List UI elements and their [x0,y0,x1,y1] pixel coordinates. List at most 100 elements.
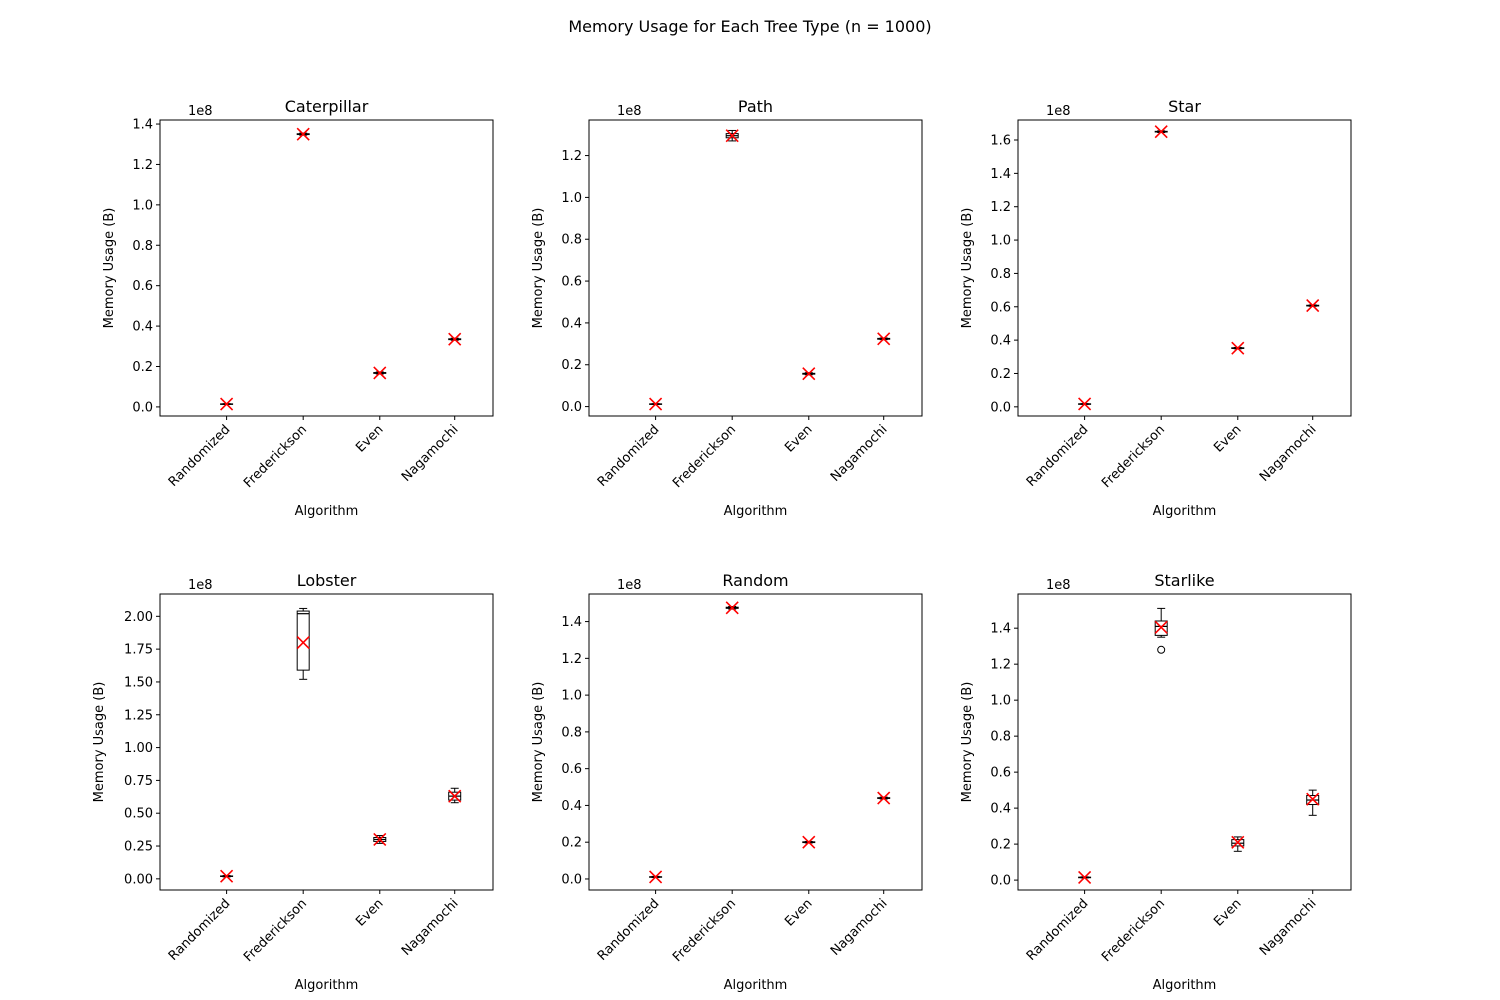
box-randomized [220,397,234,411]
box-randomized [1078,870,1092,884]
y-tick-label: 1.4 [561,615,582,630]
y-tick-label: 1.2 [990,200,1011,215]
y-axis-label: Memory Usage (B) [102,208,117,329]
y-tick-label: 0.0 [990,874,1011,889]
subplot-random: Random 1e8 0.0 0.2 0.4 0.6 0.8 1.0 1.2 1.4 Memory … [531,571,923,993]
offset-label: 1e8 [188,104,213,119]
mean-marker [1154,620,1168,634]
mean-marker [877,791,891,805]
box-nagamochi [1306,789,1320,816]
y-tick-label: 1.0 [990,234,1011,249]
subplot-starlike: Starlike 1e8 0.0 0.2 0.4 0.6 0.8 1.0 1.2 1.4 Memor… [960,571,1352,993]
x-tick-label: Nagamochi [1257,422,1320,485]
y-tick-label: 1.4 [990,167,1011,182]
subplot-title: Star [1168,97,1201,116]
x-tick-label: Frederickson [1099,422,1168,491]
mean-marker [1306,299,1320,313]
y-tick-label: 1.50 [124,675,153,690]
y-tick-label: 1.4 [132,118,153,133]
x-tick-label: Randomized [1024,896,1092,964]
y-tick-label: 0.0 [132,400,153,415]
y-tick-label: 0.4 [132,320,153,335]
y-axis-label: Memory Usage (B) [92,682,107,803]
x-axis-label: Algorithm [295,504,359,519]
x-tick-label: Even [1211,896,1244,929]
box-nagamochi [1306,299,1320,313]
y-tick-label: 0.0 [990,400,1011,415]
y-tick-label: 0.4 [990,334,1011,349]
y-tick-label: 1.2 [132,158,153,173]
y-tick-label: 0.6 [990,766,1011,781]
box-even [802,367,816,381]
mean-marker [802,367,816,381]
x-tick-label: Nagamochi [399,896,462,959]
y-tick-label: 1.00 [124,741,153,756]
y-tick-label: 1.75 [124,643,153,658]
mean-marker [1231,341,1245,355]
y-tick-label: 0.2 [561,836,582,851]
x-tick-label: Even [782,422,815,455]
y-tick-label: 2.00 [124,610,153,625]
subplot-title: Path [738,97,773,116]
y-tick-label: 1.2 [561,652,582,667]
subplot-title: Caterpillar [285,97,369,116]
y-axis-label: Memory Usage (B) [531,682,546,803]
y-tick-label: 0.8 [990,267,1011,282]
box-frederickson [1154,607,1168,654]
axes-frame [588,119,923,417]
offset-label: 1e8 [617,578,642,593]
mean-marker [296,636,310,650]
x-tick-label: Even [782,896,815,929]
y-tick-label: 0.6 [990,300,1011,315]
y-tick-label: 0.6 [132,279,153,294]
axes-frame [1017,593,1352,891]
y-tick-label: 0.8 [132,239,153,254]
axes-frame [588,593,923,891]
y-axis-label: Memory Usage (B) [531,208,546,329]
mean-marker [725,601,739,615]
mean-marker [649,870,663,884]
mean-marker [448,332,462,346]
box-nagamochi [877,332,891,346]
x-tick-label: Frederickson [670,422,739,491]
subplot-lobster: Lobster 1e8 0.00 0.25 0.50 0.75 1.00 1.25 1.50 1.… [92,571,494,993]
mean-marker [1078,870,1092,884]
x-tick-label: Nagamochi [828,422,891,485]
box-randomized [1078,397,1092,411]
y-tick-label: 0.2 [561,358,582,373]
subplot-title: Starlike [1154,571,1214,590]
y-tick-label: 1.0 [990,694,1011,709]
x-axis-label: Algorithm [724,504,788,519]
mean-marker [649,397,663,411]
subplot-title: Lobster [297,571,357,590]
box-even [1231,835,1245,852]
y-tick-label: 1.25 [124,708,153,723]
box-body [1154,620,1168,636]
mean-marker [220,869,234,883]
box-frederickson [296,607,310,680]
x-tick-label: Nagamochi [828,896,891,959]
subplot-caterpillar: Caterpillar 1e8 0.0 0.2 0.4 0.6 0.8 1.0 1.2 1.4 Me… [102,97,494,519]
y-tick-label: 0.50 [124,807,153,822]
subplot-path: Path 1e8 0.0 0.2 0.4 0.6 0.8 1.0 1.2 Memory Usage… [531,97,923,519]
x-tick-label: Even [353,896,386,929]
x-tick-label: Randomized [166,422,234,490]
box-randomized [220,869,234,883]
axes-frame [159,119,494,417]
box-nagamochi [448,332,462,346]
subplot-star: Star 1e8 0.0 0.2 0.4 0.6 0.8 1.0 1.2 1.4 1.6 Memory… [960,97,1352,519]
x-tick-label: Even [353,422,386,455]
box-frederickson [725,129,739,143]
box-frederickson [1154,125,1168,139]
y-tick-label: 0.4 [561,799,582,814]
y-tick-label: 1.0 [561,689,582,704]
box-even [373,832,387,847]
mean-marker [1154,125,1168,139]
box-even [373,366,387,380]
x-tick-label: Even [1211,422,1244,455]
x-axis-label: Algorithm [1153,978,1217,993]
box-randomized [649,870,663,884]
y-axis-label: Memory Usage (B) [960,208,975,329]
x-tick-label: Frederickson [1099,896,1168,965]
y-tick-label: 0.0 [561,400,582,415]
